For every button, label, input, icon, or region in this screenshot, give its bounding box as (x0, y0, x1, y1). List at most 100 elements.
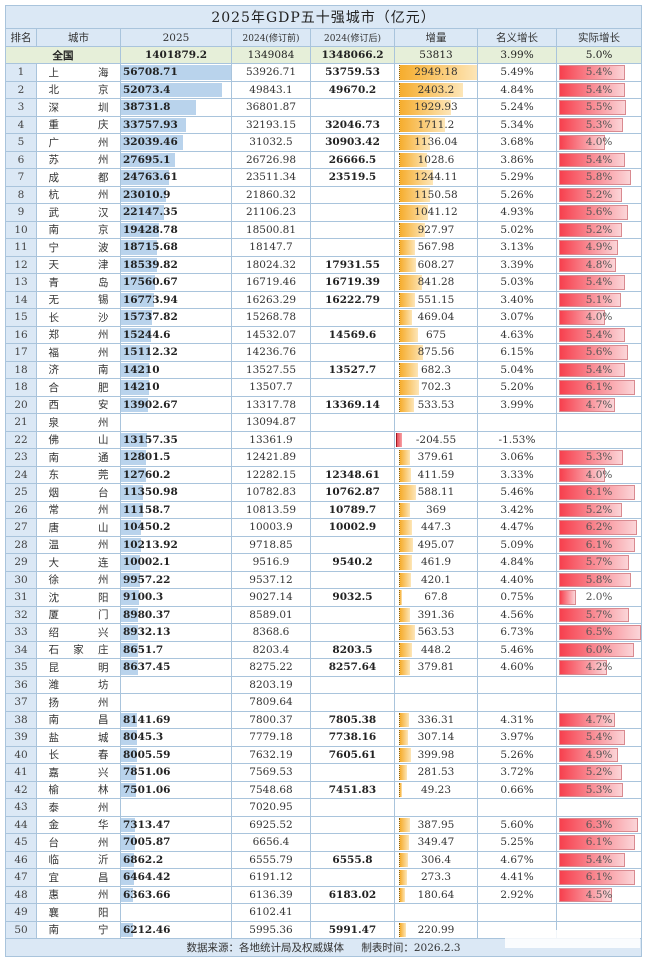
gdp-bar (121, 135, 184, 150)
city-cell: 泰州 (36, 798, 121, 817)
increase-bar (399, 275, 423, 290)
rank-cell: 37 (5, 693, 37, 712)
pre-value: 9537.12 (249, 573, 293, 586)
gdp2024-pre-cell: 23511.34 (231, 168, 311, 187)
nominal-growth-cell: 3.33% (477, 465, 557, 484)
table-title: 2025年GDP五十强城市（亿元） (4, 5, 643, 29)
gdp2025-value: 14210 (123, 363, 160, 376)
increase-bar (399, 922, 406, 937)
nom-value: 0.75% (500, 591, 534, 604)
real-growth-bar (559, 660, 608, 675)
increase-bar (399, 747, 411, 762)
rank-cell: 28 (5, 535, 37, 554)
inc-value: 391.36 (417, 608, 455, 621)
table-row: 9 武汉 22147.35 21106.23 1041.12 4.93% 5.6… (5, 203, 643, 222)
nominal-growth-cell: 5.46% (477, 640, 557, 659)
city-value: 武汉 (48, 206, 109, 219)
rank-cell: 39 (5, 728, 37, 747)
gdp-bar (121, 82, 222, 97)
rev-value: 30903.42 (325, 136, 380, 149)
gdp2025-cell: 13157.35 (120, 430, 232, 449)
gdp-bar (121, 520, 142, 535)
city-cell: 成都 (36, 168, 121, 187)
gdp2025-value: 6363.66 (123, 888, 171, 901)
rank-cell: 40 (5, 745, 37, 764)
rank-cell: 30 (5, 570, 37, 589)
gdp-bar (121, 170, 170, 185)
table-row: 8 杭州 23010.9 21860.32 1150.58 5.26% 5.2% (5, 185, 643, 204)
city-cell: 南宁 (36, 920, 121, 939)
rank-cell: 35 (5, 658, 37, 677)
gdp2024-rev-cell: 13527.7 (310, 360, 395, 379)
rank-value: 8 (17, 188, 25, 201)
pre-value: 36801.87 (245, 101, 297, 114)
rank-value: 16 (14, 328, 28, 341)
increase-cell: 387.95 (394, 815, 478, 834)
city-cell: 深圳 (36, 98, 121, 117)
real-growth-bar (559, 817, 638, 832)
city-value: 郑州 (48, 329, 109, 342)
nom-value: 4.93% (500, 206, 534, 219)
increase-bar (399, 730, 409, 745)
gdp-bar (121, 502, 143, 517)
increase-cell: 447.3 (394, 518, 478, 537)
gdp2025-cell: 17560.67 (120, 273, 232, 292)
inc-value: 702.3 (420, 381, 452, 394)
real-value: 4.7% (585, 713, 613, 726)
gdp2024-rev-cell: 8203.5 (310, 640, 395, 659)
increase-bar (399, 310, 413, 325)
rank-value: 18 (14, 381, 28, 394)
pre-value: 7548.68 (249, 783, 293, 796)
increase-bar (399, 712, 409, 727)
real-growth-bar (559, 100, 627, 115)
gdp2024-rev-cell (310, 833, 395, 852)
real-value: 6.2% (585, 521, 613, 534)
national-gdp2025: 1401879.2 (120, 46, 232, 64)
pre-value: 9516.9 (252, 556, 290, 569)
pre-value: 7569.53 (249, 766, 293, 779)
increase-cell: 567.98 (394, 238, 478, 257)
city-value: 无锡 (48, 294, 109, 307)
table-row: 48 惠州 6363.66 6136.39 6183.02 180.64 2.9… (5, 885, 643, 904)
table-row: 39 盐城 8045.3 7779.18 7738.16 307.14 3.97… (5, 728, 643, 747)
pre-value: 13507.7 (249, 381, 293, 394)
city-value: 重庆 (48, 119, 109, 132)
header-row: 排名 城市 2025 2024(修订前) 2024(修订后) 增量 名义增长 实… (5, 28, 643, 47)
table-row: 14 无锡 16773.94 16263.29 16222.79 551.15 … (5, 290, 643, 309)
gdp2024-rev-cell: 7738.16 (310, 728, 395, 747)
rank-value: 4 (17, 118, 25, 131)
city-value: 深圳 (48, 101, 109, 114)
city-cell: 宁波 (36, 238, 121, 257)
gdp2025-cell: 6363.66 (120, 885, 232, 904)
nominal-growth-cell: 5.04% (477, 360, 557, 379)
city-value: 东莞 (48, 469, 109, 482)
city-cell: 宜昌 (36, 868, 121, 887)
pre-value: 18024.32 (245, 258, 297, 271)
gdp2025-cell: 6862.2 (120, 850, 232, 869)
gdp2024-rev-cell (310, 378, 395, 397)
inc-value: 1028.6 (417, 153, 455, 166)
city-rows: 1 上海 56708.71 53926.71 53759.53 2949.18 … (5, 63, 643, 939)
increase-cell: 1929.93 (394, 98, 478, 117)
gdp-bar (121, 397, 148, 412)
city-cell: 上海 (36, 63, 121, 82)
real-value: 6.0% (585, 643, 613, 656)
increase-cell: 675 (394, 325, 478, 344)
pre-value: 8203.19 (249, 678, 293, 691)
nom-value: 3.42% (500, 503, 534, 516)
nom-value: 3.06% (500, 451, 534, 464)
nom-value: 4.47% (500, 521, 534, 534)
nominal-growth-cell: 3.39% (477, 255, 557, 274)
rank-cell: 3 (5, 98, 37, 117)
table-row: 16 郑州 15244.6 14532.07 14569.6 675 4.63%… (5, 325, 643, 344)
header-city: 城市 (36, 28, 121, 47)
nominal-growth-cell: 3.13% (477, 238, 557, 257)
increase-bar (399, 152, 428, 167)
nominal-growth-cell: 4.47% (477, 518, 557, 537)
nominal-growth-cell: 4.31% (477, 710, 557, 729)
real-growth-bar (559, 205, 628, 220)
city-cell: 昆明 (36, 658, 121, 677)
nom-value: 5.04% (500, 363, 534, 376)
real-growth-bar (559, 555, 630, 570)
real-value: 5.4% (585, 66, 613, 79)
